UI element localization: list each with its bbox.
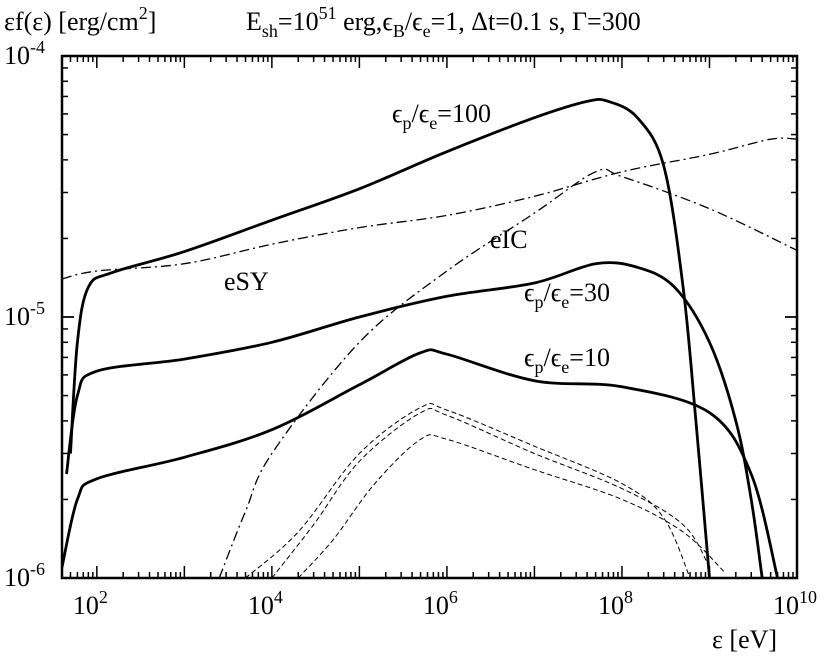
param-e: E <box>246 7 262 36</box>
chart-parameters: Esh=1051 erg,ϵB/ϵe=1, Δt=0.1 s, Γ=300 <box>246 3 641 41</box>
series-line-7 <box>271 407 710 578</box>
y-tick-exp: -5 <box>30 298 45 318</box>
label-ratio-10-eps: ϵ <box>524 343 535 372</box>
series-line-5 <box>218 168 797 578</box>
x-tick-exp: 4 <box>274 587 283 607</box>
param-e-sub: sh <box>262 21 278 41</box>
y-axis-label-sup: 2 <box>139 3 148 23</box>
label-ratio-30-e: e <box>561 292 569 312</box>
label-ratio-30-eps: ϵ <box>524 278 535 307</box>
series-line-3 <box>62 348 779 578</box>
label-ratio-10-p: p <box>535 357 544 377</box>
param-rest2: =1, Δt=0.1 s, Γ=300 <box>431 7 641 36</box>
y-axis-label-main: εf(ε) [erg/cm <box>4 7 139 36</box>
label-ratio-100-eps: ϵ <box>392 99 403 128</box>
x-tick-base: 10 <box>248 591 274 620</box>
x-tick-exp: 2 <box>99 587 108 607</box>
y-tick-labels: 10-610-510-4 <box>4 37 45 592</box>
param-eq: =10 <box>278 7 319 36</box>
x-tick-labels: 102 104 106 108 1010 <box>73 587 817 620</box>
y-tick-base: 10 <box>4 302 30 331</box>
label-ratio-10-slash: /ϵ <box>544 343 562 372</box>
y-tick-exp: -4 <box>30 37 45 57</box>
y-tick-base: 10 <box>4 563 30 592</box>
x-axis-label: ε [eV] <box>712 625 777 654</box>
y-tick-label: 10-4 <box>4 37 45 70</box>
label-ratio-30-val: =30 <box>569 278 610 307</box>
series-line-2 <box>65 261 764 578</box>
y-axis-label: εf(ε) [erg/cm2] <box>4 3 156 36</box>
x-tick-exp: 8 <box>624 587 633 607</box>
x-tick-label: 1010 <box>773 587 817 620</box>
label-eSY: eSY <box>224 267 269 296</box>
label-ratio-100-e: e <box>429 113 437 133</box>
label-ratio-30-slash: /ϵ <box>544 278 562 307</box>
x-tick-label: 104 <box>248 587 283 620</box>
x-tick-base: 10 <box>598 591 624 620</box>
x-tick-label: 106 <box>423 587 458 620</box>
x-tick-label: 108 <box>598 587 633 620</box>
series-line-1 <box>69 97 711 578</box>
label-ratio-30-p: p <box>535 292 544 312</box>
series-curves <box>62 97 797 578</box>
x-tick-base: 10 <box>73 591 99 620</box>
param-epsB: ϵ <box>382 7 393 36</box>
y-tick-label: 10-6 <box>4 559 45 592</box>
label-ratio-100-p: p <box>403 113 412 133</box>
label-ratio-10-e: e <box>561 357 569 377</box>
x-tick-label: 102 <box>73 587 108 620</box>
label-ratio-100-val: =100 <box>437 99 491 128</box>
series-line-4 <box>62 137 797 280</box>
param-epsB-sub: B <box>393 21 405 41</box>
x-tick-base: 10 <box>773 591 799 620</box>
label-ratio-30: ϵp/ϵe=30 <box>524 278 610 312</box>
series-line-6 <box>245 402 691 578</box>
label-ratio-100: ϵp/ϵe=100 <box>392 99 491 133</box>
x-tick-exp: 6 <box>449 587 458 607</box>
series-line-8 <box>297 434 726 578</box>
y-tick-exp: -6 <box>30 559 45 579</box>
label-ratio-10-val: =10 <box>569 343 610 372</box>
label-ratio-10: ϵp/ϵe=10 <box>524 343 610 377</box>
axis-ticks <box>61 55 798 579</box>
param-epse-sub: e <box>423 21 431 41</box>
label-ratio-100-slash: /ϵ <box>412 99 430 128</box>
label-eIC: eIC <box>490 225 528 254</box>
y-tick-label: 10-5 <box>4 298 45 331</box>
y-axis-label-close: ] <box>148 7 157 36</box>
x-tick-exp: 10 <box>799 587 817 607</box>
param-slash: /ϵ <box>405 7 423 36</box>
x-tick-base: 10 <box>423 591 449 620</box>
param-exp: 51 <box>319 3 337 23</box>
y-tick-base: 10 <box>4 41 30 70</box>
param-rest1: erg, <box>337 7 383 36</box>
